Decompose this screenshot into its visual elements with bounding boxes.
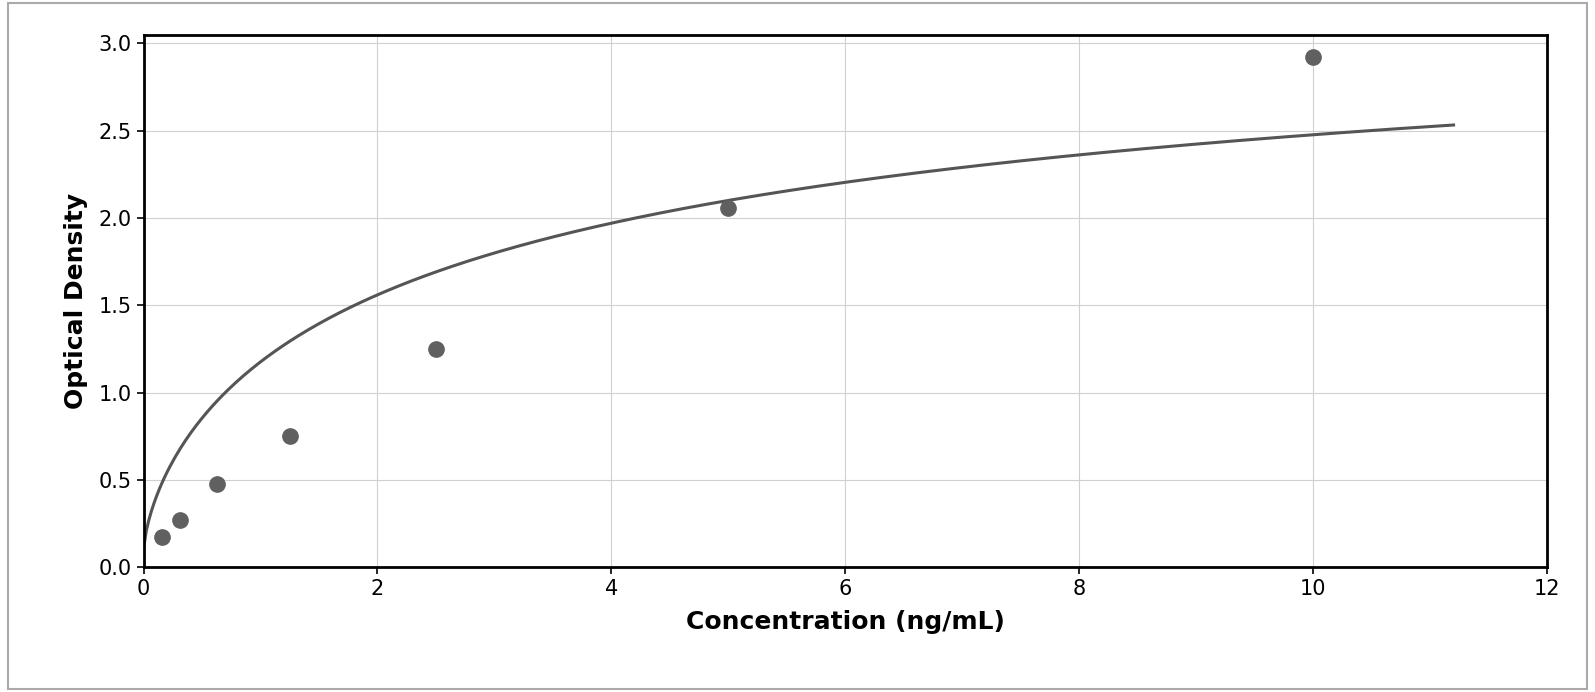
Point: [167, 515, 193, 526]
Point: [716, 202, 742, 213]
Point: [204, 478, 230, 489]
Y-axis label: Optical Density: Optical Density: [64, 193, 88, 409]
Point: [1300, 52, 1325, 63]
X-axis label: Concentration (ng/mL): Concentration (ng/mL): [686, 610, 1005, 635]
Point: [148, 531, 174, 543]
Point: [423, 343, 448, 354]
Point: [278, 431, 303, 442]
